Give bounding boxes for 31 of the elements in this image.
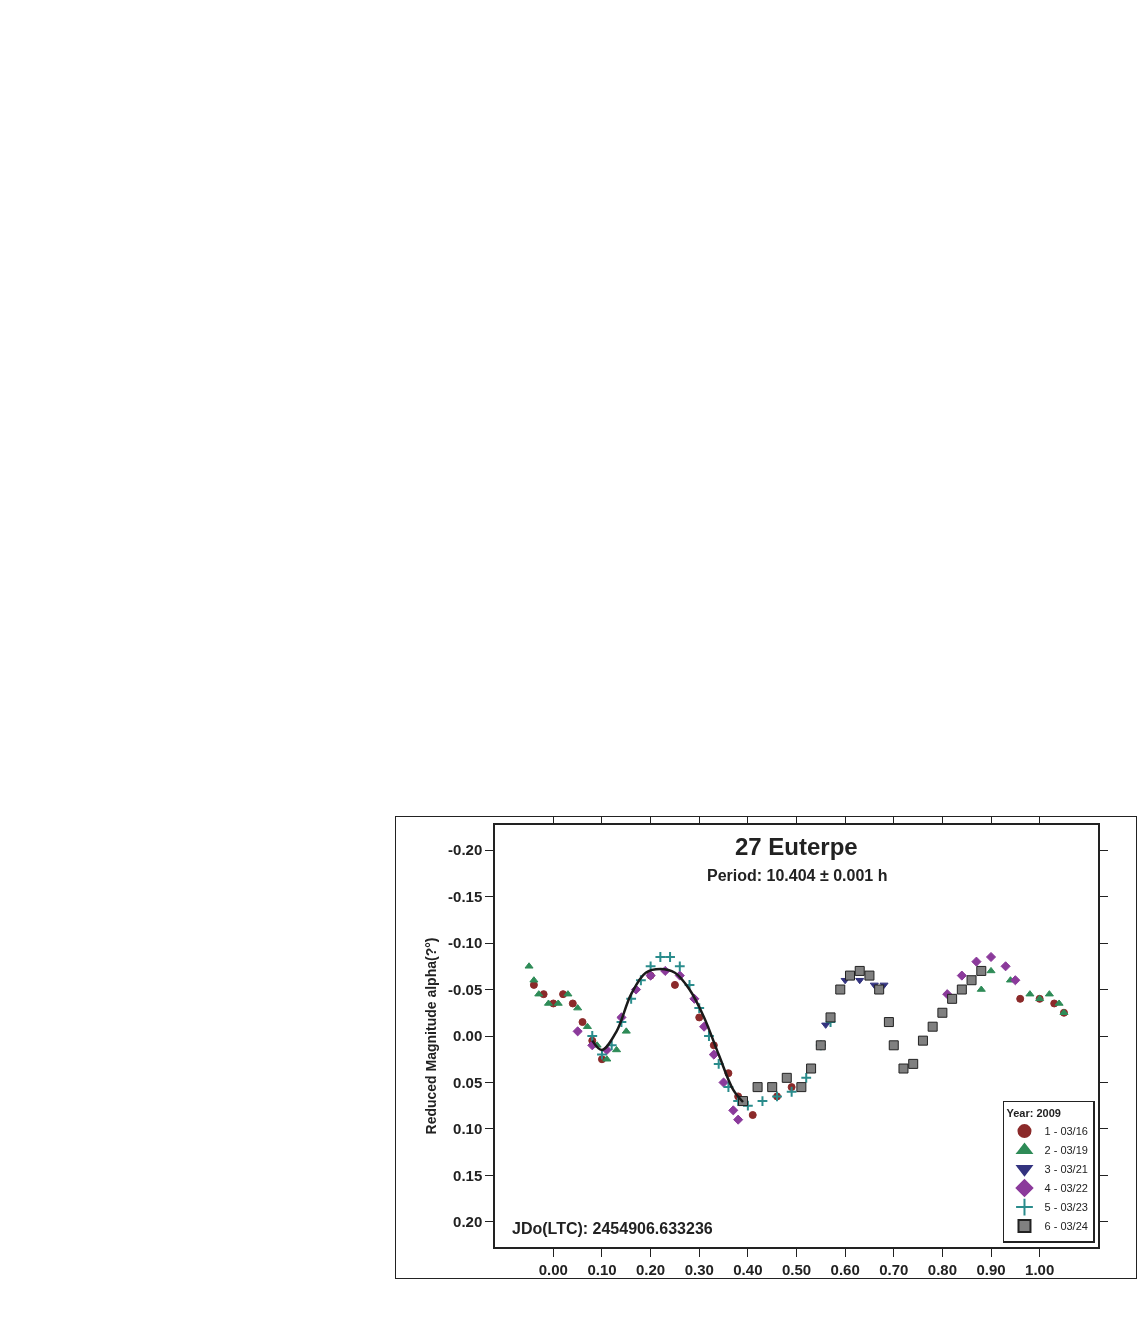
y-tick-label: -0.15 [448,887,483,905]
x-tick-label: 0.50 [781,1260,812,1278]
text: Period: 10.404 ± 0.001 h [707,867,888,884]
legend-label: 2 - 03/19 [1044,1144,1088,1157]
x-tick-label: 0.70 [879,1260,909,1278]
x-tick-label: 0.10 [587,1260,617,1278]
legend-label: 6 - 03/24 [1044,1220,1088,1233]
chart-title: 27 Euterpe [735,833,858,860]
x-tick-label: 0.20 [636,1260,666,1278]
x-tick-label: 0.40 [733,1260,763,1278]
x-tick-label: 0.80 [927,1260,957,1278]
y-tick-label: 0.00 [453,1027,483,1045]
y-tick-label: 0.15 [453,1166,483,1184]
x-tick-label: 0.60 [830,1260,860,1278]
x-tick-label: 0.30 [684,1260,714,1278]
y-tick-label: -0.10 [448,934,483,952]
legend-title: Year: 2009 [1006,1106,1061,1119]
y-tick-label: -0.20 [448,841,483,859]
y-tick-label: 0.10 [453,1120,483,1138]
x-tick-label: 1.00 [1025,1260,1055,1278]
annotation: JDo(LTC): 2454906.633236 [512,1220,713,1237]
legend-label: 4 - 03/22 [1044,1182,1088,1195]
legend-label: 5 - 03/23 [1044,1201,1088,1214]
legend-label: 3 - 03/21 [1044,1163,1088,1176]
legend-label: 1 - 03/16 [1044,1125,1088,1138]
x-tick-label: 0.90 [976,1260,1006,1278]
y-tick-label: 0.05 [453,1073,483,1091]
y-tick-label: 0.20 [453,1213,483,1231]
y-axis-title: Reduced Magnitude alpha(?°) [423,937,440,1135]
y-tick-label: -0.05 [448,980,483,998]
x-tick-label: 0.00 [538,1260,568,1278]
